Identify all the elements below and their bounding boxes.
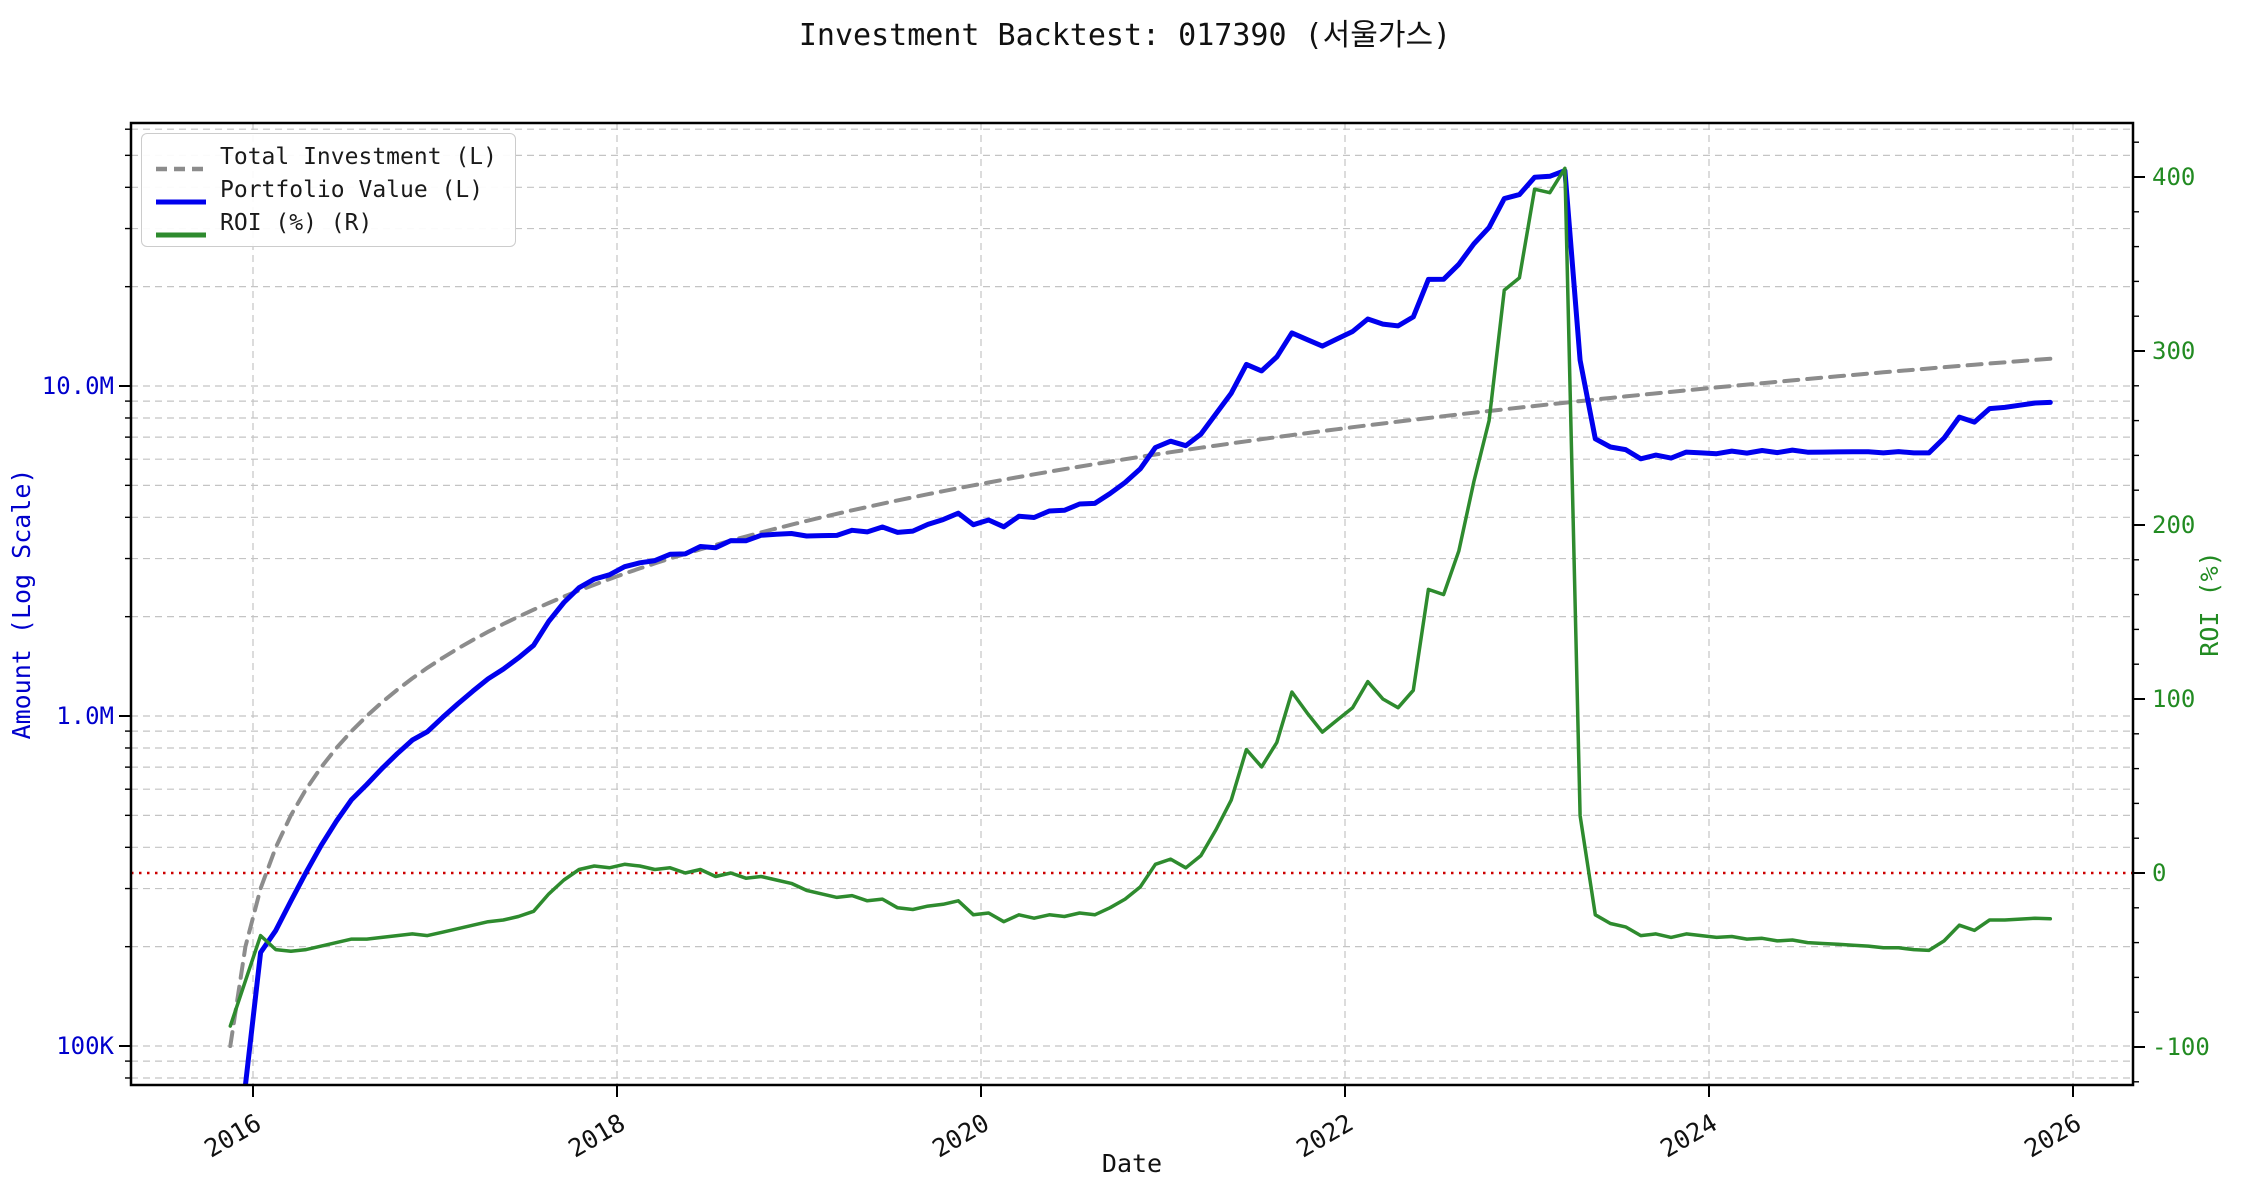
svg-text:0: 0 (2152, 859, 2166, 887)
legend-label: Total Investment (L) (220, 144, 497, 170)
svg-text:2020: 2020 (927, 1108, 994, 1163)
svg-text:2026: 2026 (2019, 1108, 2086, 1163)
x-axis-label: Date (1102, 1149, 1162, 1178)
solid-line-sample-icon (156, 219, 206, 238)
svg-text:100K: 100K (56, 1032, 114, 1060)
svg-text:2018: 2018 (563, 1108, 630, 1163)
svg-text:400: 400 (2152, 163, 2195, 191)
legend: Total Investment (L) Portfolio Value (L)… (141, 133, 516, 247)
legend-label: ROI (%) (R) (220, 210, 373, 236)
svg-text:100: 100 (2152, 685, 2195, 713)
svg-text:2022: 2022 (1291, 1108, 1358, 1163)
total-investment-line (228, 356, 2053, 1048)
svg-text:200: 200 (2152, 511, 2195, 539)
svg-text:2016: 2016 (199, 1108, 266, 1163)
axis-ticks (119, 128, 2145, 1097)
svg-text:1.0M: 1.0M (56, 702, 114, 730)
solid-line-sample-icon (156, 186, 206, 205)
svg-text:2024: 2024 (1655, 1108, 1722, 1163)
legend-item-total-investment: Total Investment (L) (156, 144, 497, 172)
svg-text:10.0M: 10.0M (42, 372, 114, 400)
svg-text:-100: -100 (2152, 1033, 2210, 1061)
axis-tick-labels: 100K 1.0M 10.0M -100 0 100 200 300 400 2016 2018 20… (42, 163, 2210, 1163)
roi-line (228, 166, 2053, 1028)
legend-item-portfolio-value: Portfolio Value (L) (156, 177, 497, 205)
legend-item-roi: ROI (%) (R) (156, 210, 497, 238)
dashed-line-sample-icon (156, 153, 206, 172)
right-y-axis-label: ROI (%) (2195, 551, 2224, 656)
chart-title: Investment Backtest: 017390 (서울가스) (798, 18, 1452, 53)
left-y-axis-label: Amount (Log Scale) (7, 469, 36, 740)
gridlines (131, 123, 2133, 1085)
portfolio-value-line (242, 168, 2053, 1085)
svg-text:300: 300 (2152, 337, 2195, 365)
plot-border (129, 121, 2135, 1087)
generated-plot-layers: 100K 1.0M 10.0M -100 0 100 200 300 400 2016 2018 20… (42, 121, 2210, 1163)
legend-label: Portfolio Value (L) (220, 177, 484, 203)
